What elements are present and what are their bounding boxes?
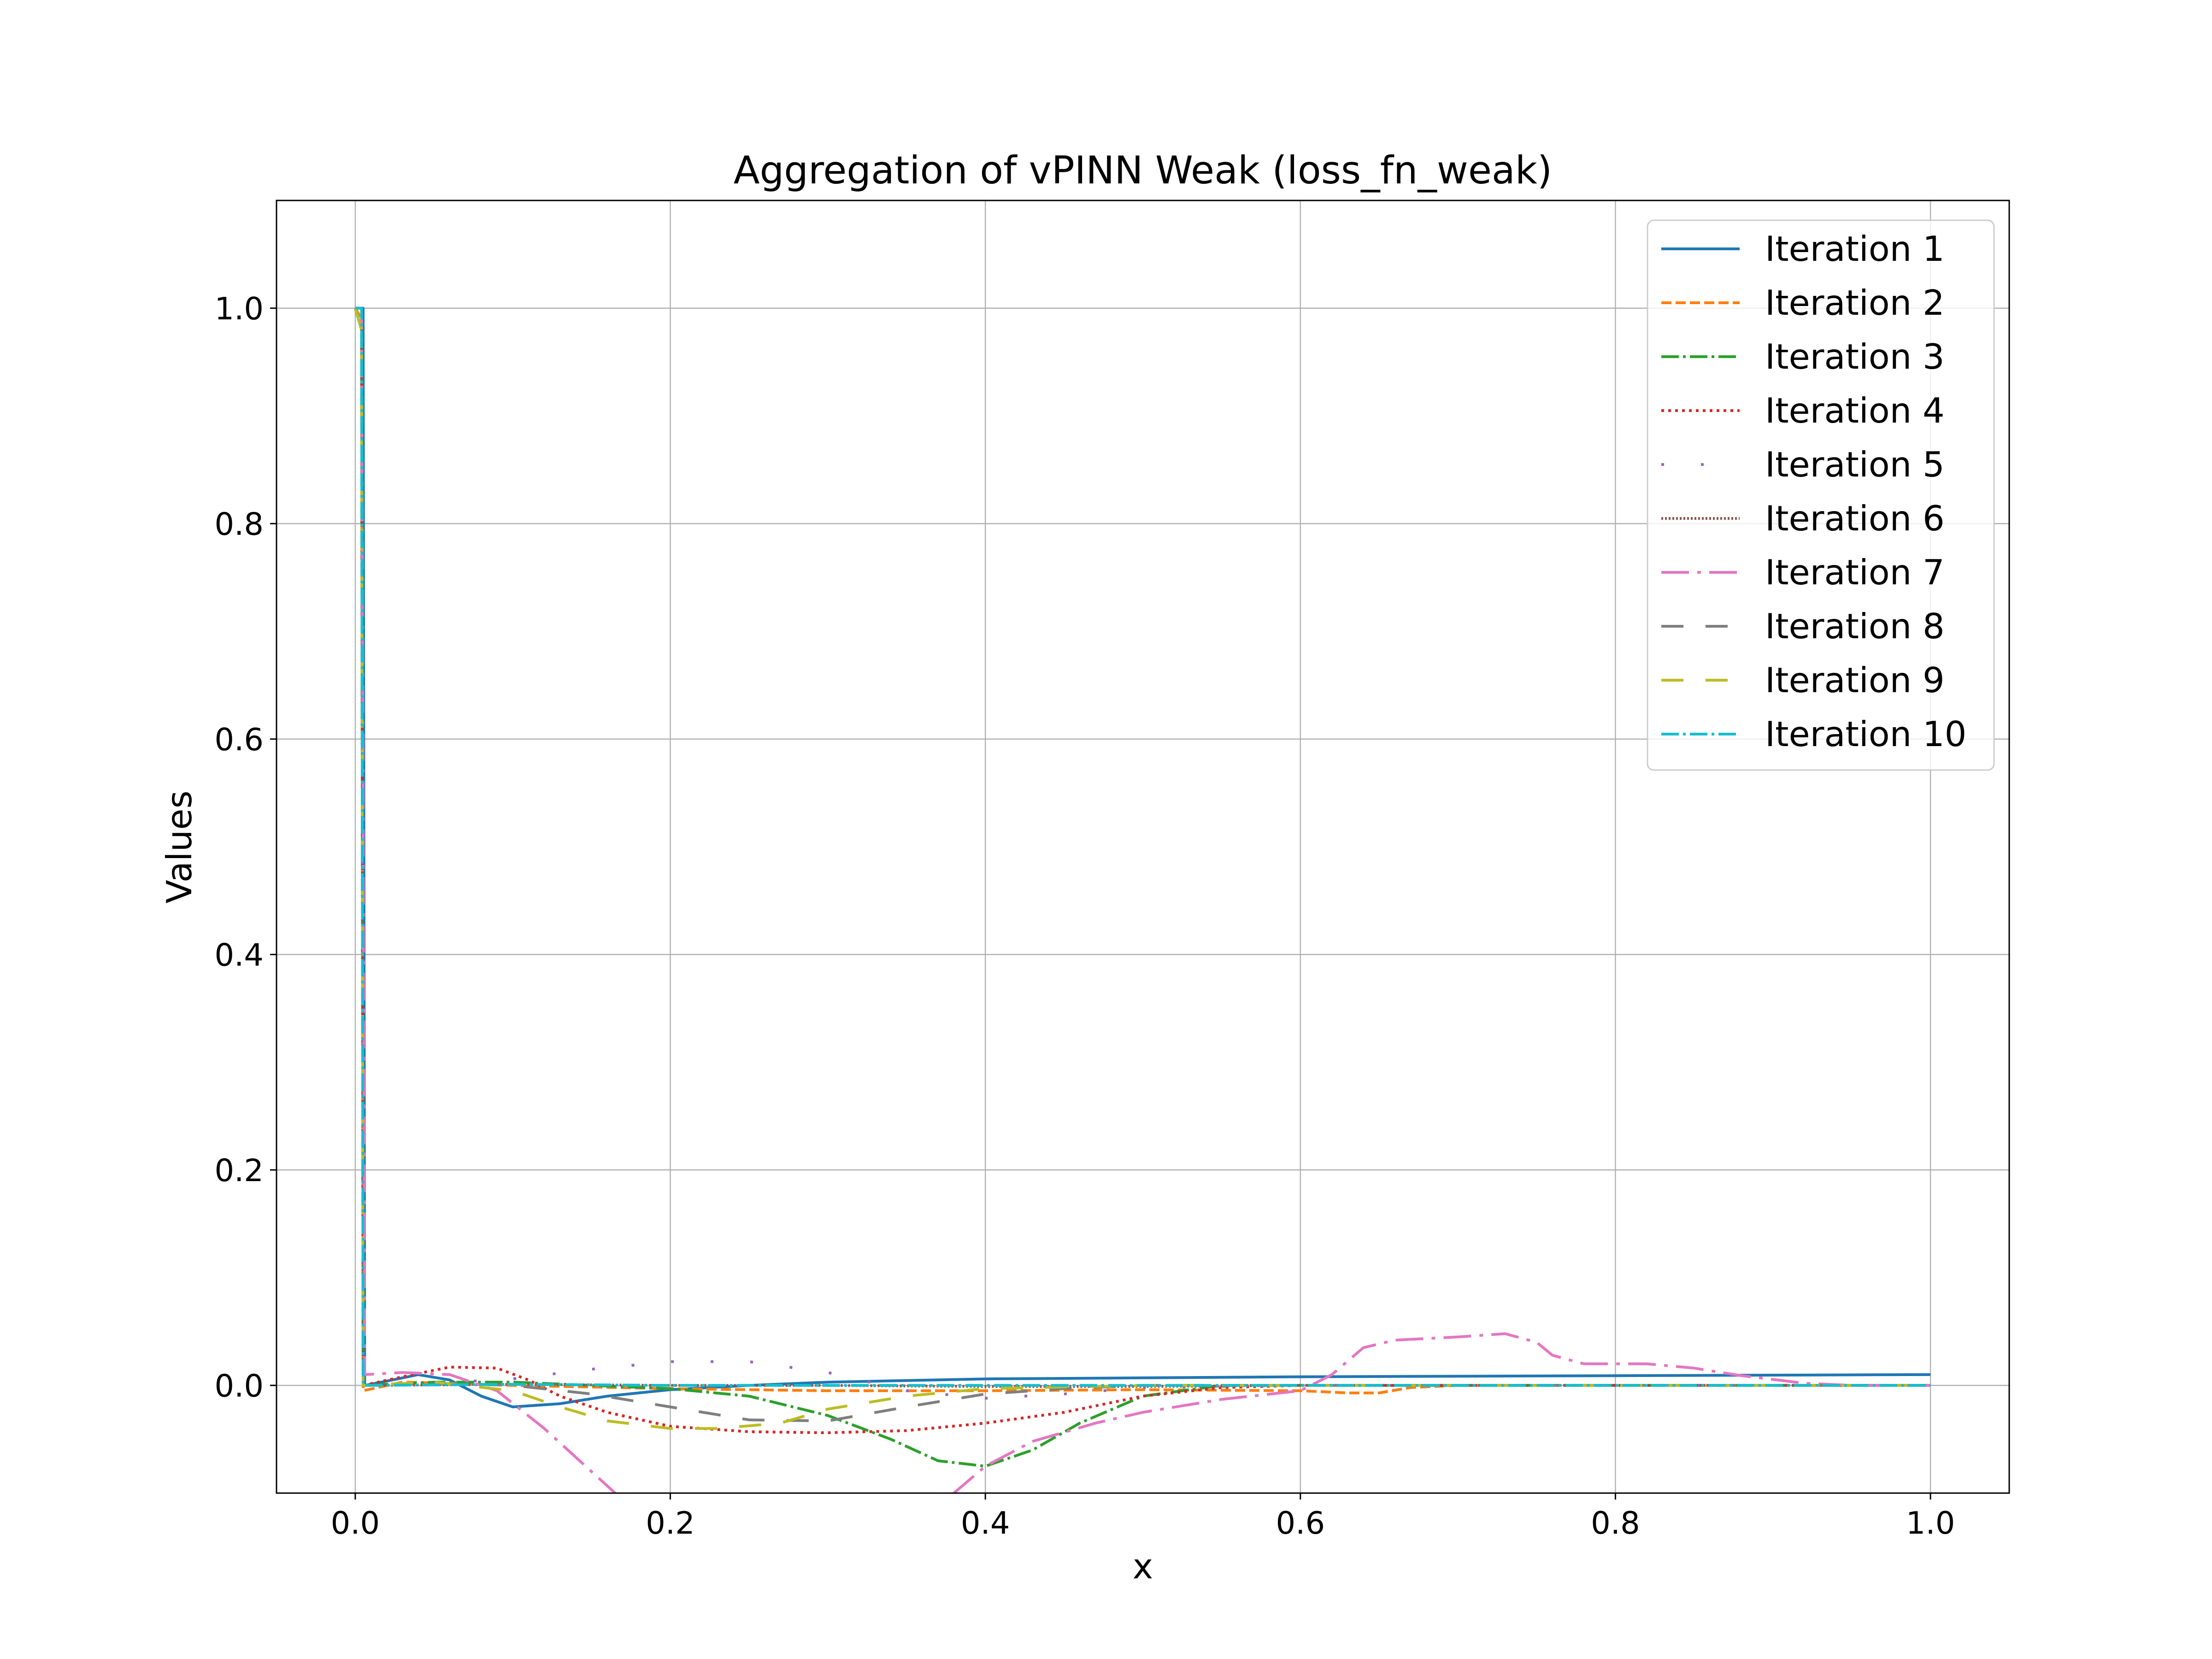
y-tick-label: 0.6 [214, 722, 264, 758]
plot-area [354, 306, 1931, 1493]
plot-frame [276, 200, 2010, 1494]
legend-label: Iteration 3 [1765, 336, 1945, 377]
x-axis-label: x [1133, 1546, 1153, 1587]
legend-label: Iteration 9 [1765, 660, 1945, 700]
y-tick-label: 0.8 [214, 506, 264, 542]
series-line-iteration-8 [354, 307, 1931, 1423]
legend-label: Iteration 1 [1765, 229, 1945, 269]
y-axis-label: Values [159, 790, 200, 903]
x-tick-label: 0.8 [1591, 1505, 1640, 1541]
chart-title: Aggregation of vPINN Weak (loss_fn_weak) [734, 148, 1552, 193]
y-tick-label: 1.0 [214, 291, 264, 327]
x-axis-ticks: 0.0 0.2 0.4 0.6 0.8 1.0 [331, 1493, 1955, 1541]
legend-label: Iteration 4 [1765, 390, 1945, 431]
series-line-iteration-2 [354, 307, 1931, 1394]
legend-label: Iteration 5 [1765, 444, 1945, 485]
y-tick-label: 0.4 [214, 937, 264, 973]
x-tick-label: 0.4 [961, 1505, 1010, 1541]
x-tick-label: 0.0 [331, 1505, 380, 1541]
x-tick-label: 0.6 [1276, 1505, 1325, 1541]
legend-label: Iteration 8 [1765, 606, 1945, 647]
series-layer [354, 306, 1931, 1493]
legend-label: Iteration 10 [1765, 714, 1966, 754]
x-tick-label: 1.0 [1906, 1505, 1955, 1541]
y-axis-ticks: 0.0 0.2 0.4 0.6 0.8 1.0 [214, 291, 276, 1404]
legend-entries: Iteration 1 Iteration 2 Iteration 3 Iterati… [1661, 229, 1966, 754]
legend-label: Iteration 7 [1765, 552, 1945, 593]
legend-label: Iteration 6 [1765, 498, 1945, 539]
legend[interactable]: Iteration 1 Iteration 2 Iteration 3 Iterati… [1647, 219, 1995, 771]
y-tick-label: 0.0 [214, 1368, 264, 1404]
legend-label: Iteration 2 [1765, 282, 1945, 323]
y-tick-label: 0.2 [214, 1153, 264, 1188]
x-tick-label: 0.2 [646, 1505, 695, 1541]
